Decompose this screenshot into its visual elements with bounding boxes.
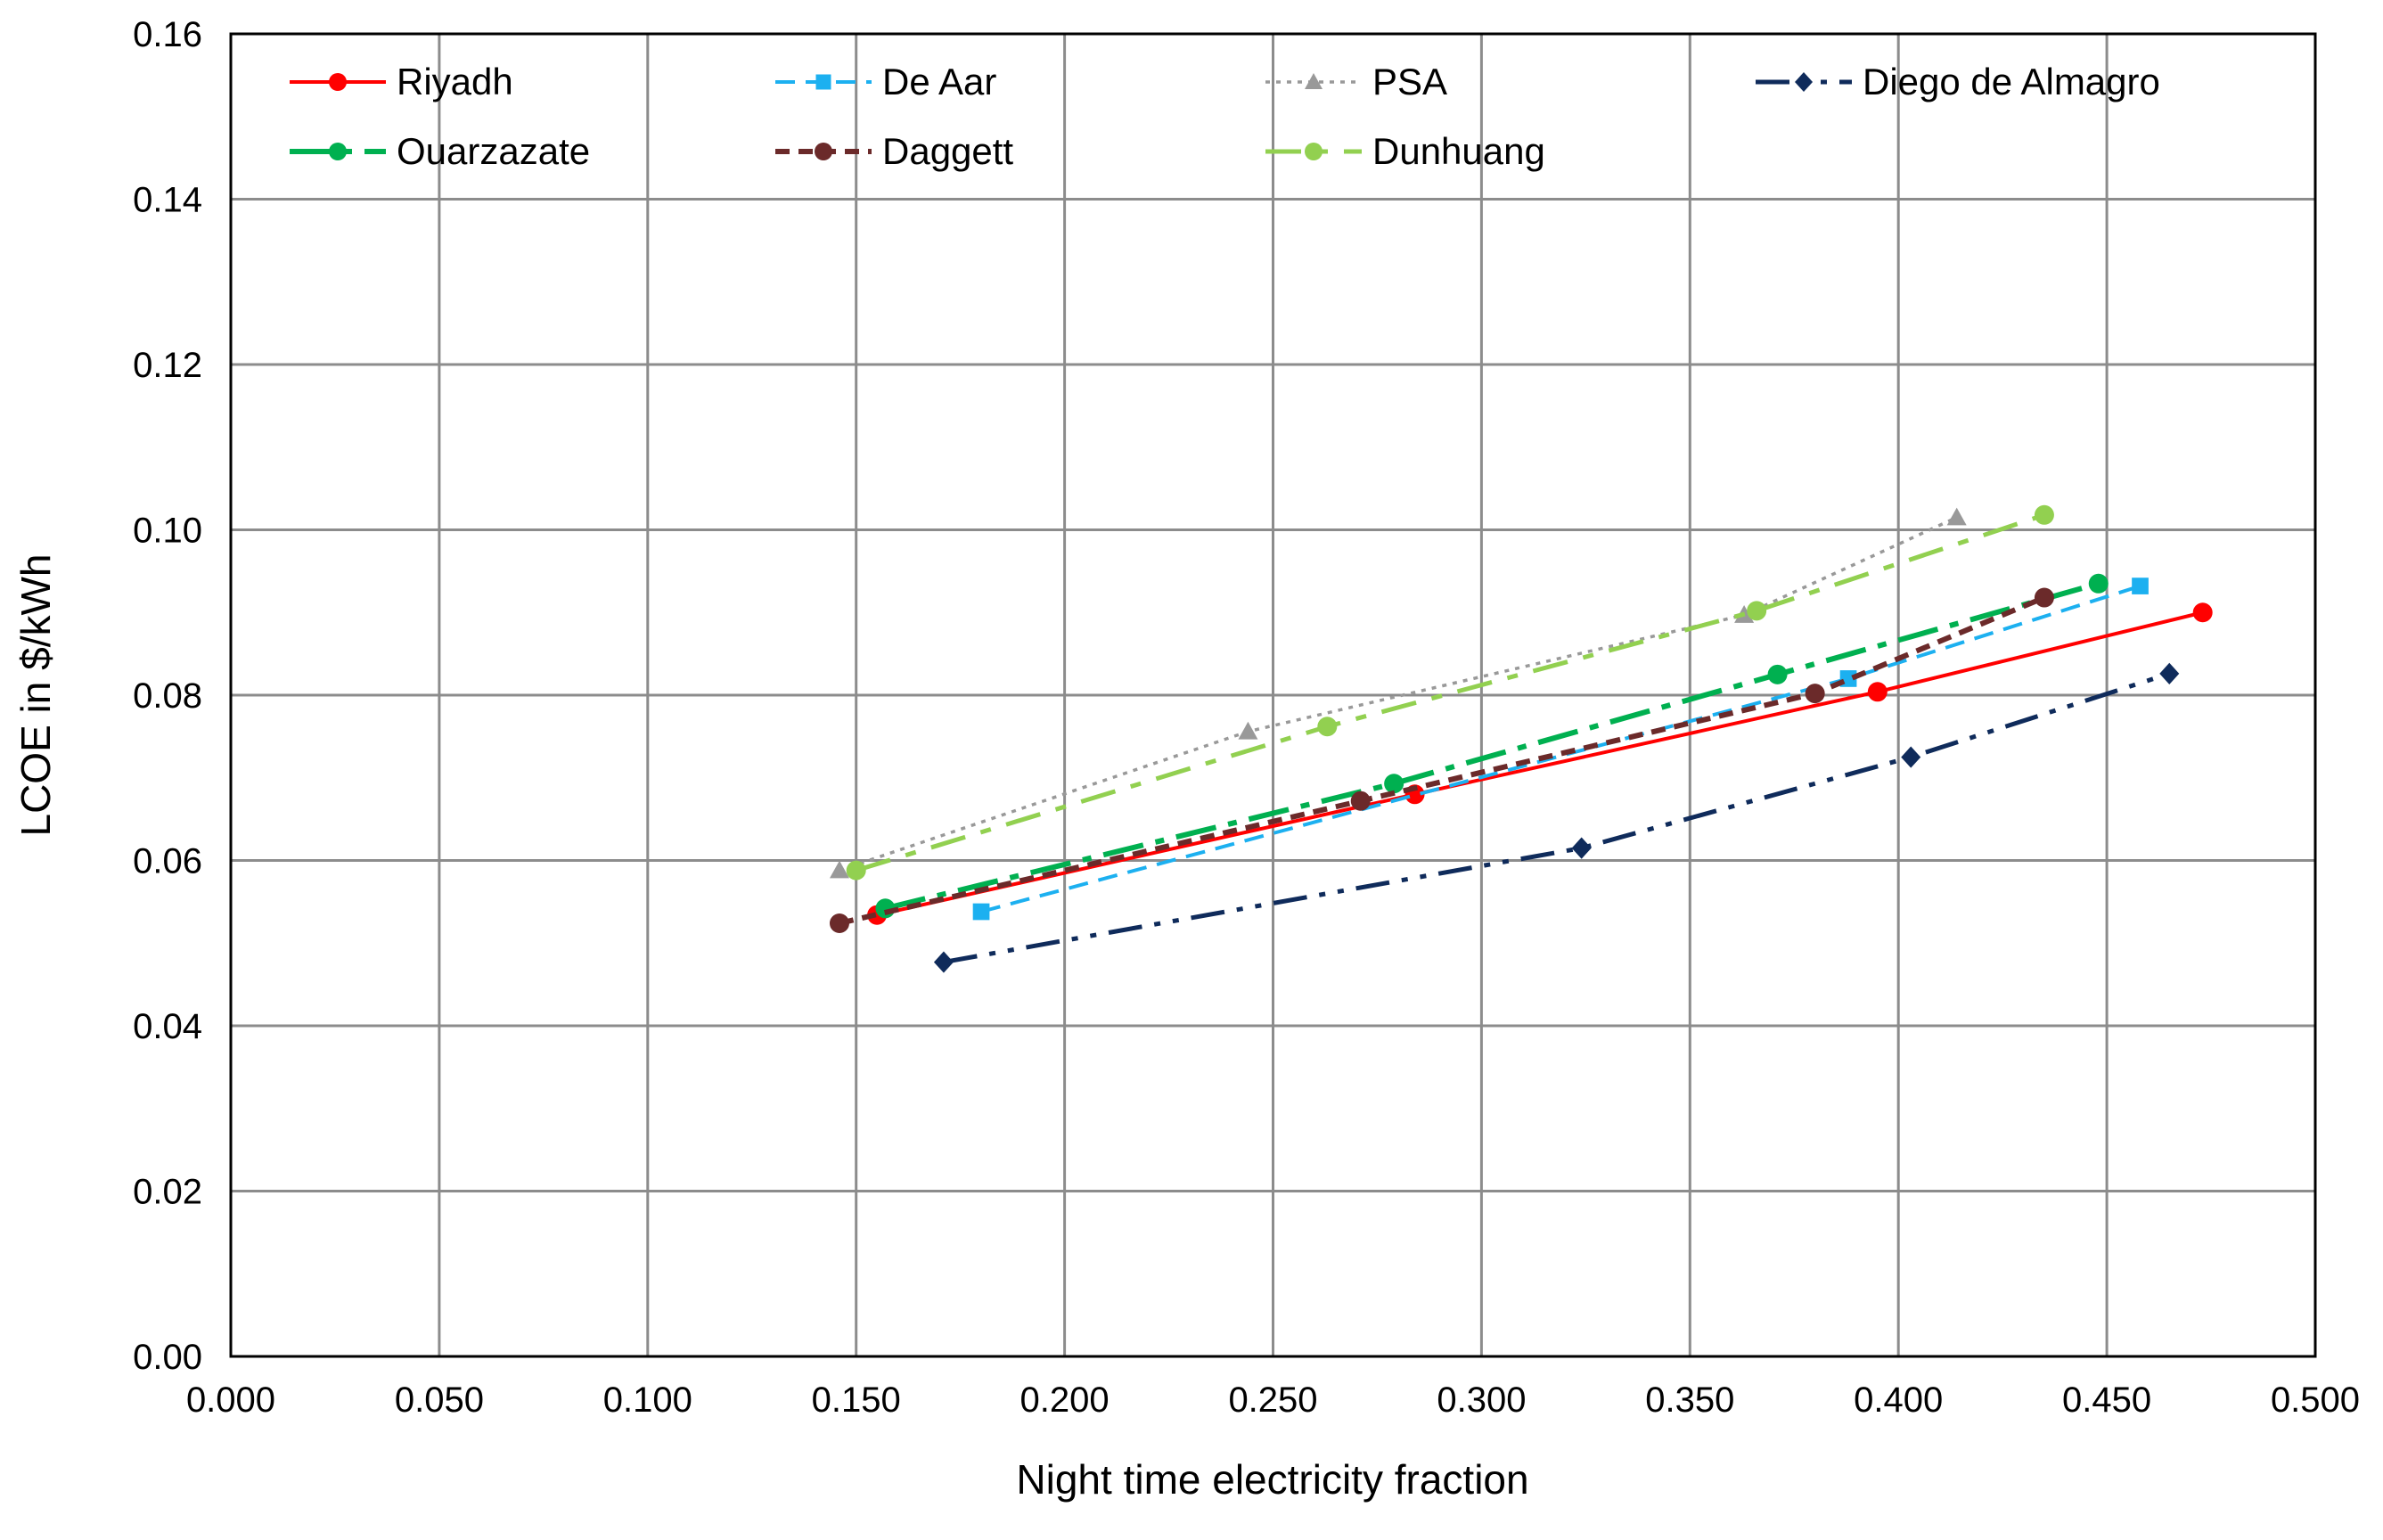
legend-marker-diego-de-almagro <box>1795 72 1813 92</box>
data-point-de-aar: De Aar: (0.458, 0.0932) <box>2132 578 2149 594</box>
y-tick-label: 0.12 <box>133 346 202 385</box>
legend-marker-ouarzazate <box>329 143 347 160</box>
data-point-psa: PSA: (0.244, 0.0756) <box>1238 721 1258 740</box>
series-de-aar: De Aar: (0.18, 0.0538)De Aar: (0.388, 0.… <box>972 578 2149 921</box>
legend-label-de-aar: De Aar <box>882 61 996 102</box>
legend-marker-de-aar <box>815 74 831 90</box>
data-point-psa: PSA: (0.414, 0.1015) <box>1946 507 1967 526</box>
data-point-dunhuang: Dunhuang: (0.263, 0.0762) <box>1317 717 1338 737</box>
data-point-riyadh: Riyadh: (0.395, 0.0804) <box>1867 682 1888 702</box>
data-point-ouarzazate: Ouarzazate: (0.279, 0.0693) <box>1384 774 1404 794</box>
y-axis-title: LCOE in $/kWh <box>12 554 59 837</box>
series-line-psa <box>839 515 1958 872</box>
legend-label-dunhuang: Dunhuang <box>1372 130 1545 172</box>
data-point-ouarzazate: Ouarzazate: (0.371, 0.0825) <box>1767 664 1788 684</box>
series-daggett: Daggett: (0.146, 0.0524) Daggett: (0.271,… <box>829 587 2054 933</box>
y-tick-label: 0.00 <box>133 1338 202 1377</box>
series-dunhuang: Dunhuang: (0.15, 0.0588) Dunhuang: (0.263… <box>846 504 2054 881</box>
legend-marker-psa <box>1305 73 1323 89</box>
x-tick-label: 0.150 <box>812 1380 901 1420</box>
x-tick-label: 0.050 <box>395 1380 484 1420</box>
data-point-diego-de-almagro: Diego de Almagro: (0.465, 0.0826) <box>2159 662 2180 684</box>
x-axis-title: Night time electricity fraction <box>1016 1456 1528 1503</box>
tick-labels: 0.000 0.050 0.100 0.150 0.200 0.250 0.300 0.350… <box>133 15 2360 1420</box>
grid <box>231 34 2315 1356</box>
legend-item-dunhuang: Dunhuang <box>1265 130 1545 172</box>
x-tick-label: 0.500 <box>2271 1380 2360 1420</box>
legend-item-de-aar: De Aar <box>775 61 996 102</box>
y-tick-label: 0.14 <box>133 181 202 220</box>
plot-area-border <box>229 32 2317 1358</box>
x-tick-label: 0.350 <box>1645 1380 1734 1420</box>
data-point-daggett: Daggett: (0.435, 0.0918) <box>2034 587 2054 608</box>
legend-marker-daggett <box>815 143 832 160</box>
legend-label-psa: PSA <box>1372 61 1447 102</box>
legend-item-riyadh: Riyadh <box>290 61 513 102</box>
y-tick-label: 0.16 <box>133 15 202 54</box>
y-tick-label: 0.06 <box>133 842 202 881</box>
data-point-daggett: Daggett: (0.271, 0.0672) <box>1350 790 1371 811</box>
series-line-daggett <box>839 594 2046 926</box>
legend-label-daggett: Daggett <box>882 130 1013 172</box>
data-point-riyadh: Riyadh: (0.473, 0.09) <box>2192 602 2213 623</box>
legend-item-psa: PSA <box>1265 61 1447 102</box>
x-tick-label: 0.200 <box>1020 1380 1110 1420</box>
legend-item-diego-de-almagro: Diego de Almagro <box>1756 61 2160 102</box>
series-line-riyadh <box>876 610 2204 917</box>
data-point-diego-de-almagro: Diego de Almagro: (0.324, 0.0615) <box>1571 837 1592 859</box>
x-tick-label: 0.100 <box>603 1380 692 1420</box>
series-line-dunhuang <box>855 512 2045 873</box>
x-tick-label: 0.400 <box>1854 1380 1943 1420</box>
x-tick-label: 0.000 <box>186 1380 275 1420</box>
legend-item-daggett: Daggett <box>775 130 1013 172</box>
data-point-diego-de-almagro: Diego de Almagro: (0.403, 0.0725) <box>1901 746 1921 768</box>
x-tick-label: 0.450 <box>2062 1380 2151 1420</box>
data-point-ouarzazate: Ouarzazate: (0.448, 0.0935) <box>2088 573 2109 594</box>
legend-marker-riyadh <box>329 73 347 91</box>
y-tick-label: 0.04 <box>133 1007 202 1046</box>
y-tick-label: 0.02 <box>133 1173 202 1212</box>
series-diego-de-almagro: Diego de Almagro: (0.171, 0.0477) Diego d… <box>933 662 2180 973</box>
data-point-dunhuang: Dunhuang: (0.366, 0.0902) <box>1747 601 1767 621</box>
data-point-daggett: Daggett: (0.146, 0.0524) <box>829 913 849 933</box>
series-line-ouarzazate <box>884 580 2100 912</box>
x-tick-label: 0.300 <box>1437 1380 1526 1420</box>
legend-label-ouarzazate: Ouarzazate <box>397 130 590 172</box>
legend: Riyadh De Aar PSA Diego de Almagro Ouarzazat… <box>290 61 2160 172</box>
data-point-dunhuang: Dunhuang: (0.435, 0.1018) <box>2034 504 2054 525</box>
x-tick-label: 0.250 <box>1228 1380 1317 1420</box>
legend-item-ouarzazate: Ouarzazate <box>290 130 590 172</box>
y-tick-label: 0.08 <box>133 676 202 716</box>
data-point-dunhuang: Dunhuang: (0.15, 0.0588) <box>846 860 866 881</box>
legend-label-riyadh: Riyadh <box>397 61 513 102</box>
legend-label-diego-de-almagro: Diego de Almagro <box>1863 61 2160 102</box>
series-ouarzazate: Ouarzazate: (0.157, 0.0542)Ouarzazate: (… <box>875 573 2109 919</box>
data-point-daggett: Daggett: (0.38, 0.0802) <box>1805 684 1825 704</box>
y-tick-label: 0.10 <box>133 512 202 551</box>
data-point-de-aar: De Aar: (0.18, 0.0538) <box>972 903 990 921</box>
data-point-psa: PSA: (0.146, 0.0588) <box>829 860 849 879</box>
data-point-diego-de-almagro: Diego de Almagro: (0.171, 0.0477) <box>933 951 954 973</box>
legend-marker-dunhuang <box>1305 143 1323 160</box>
series: Riyadh: (0.155, 0.0534)Riyadh: (0.284, 0… <box>829 504 2213 973</box>
